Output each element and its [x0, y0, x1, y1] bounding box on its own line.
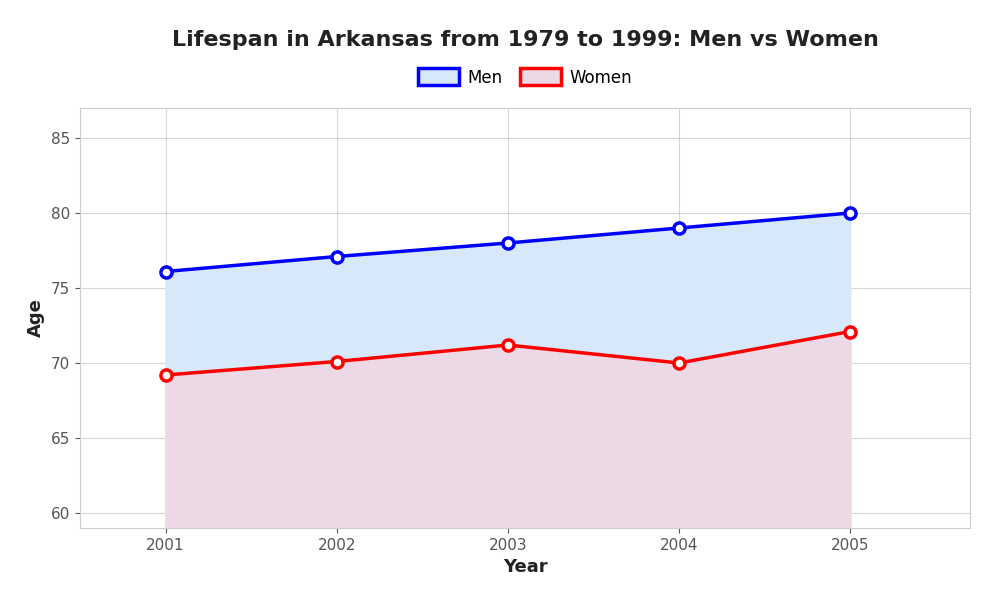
Title: Lifespan in Arkansas from 1979 to 1999: Men vs Women: Lifespan in Arkansas from 1979 to 1999: … [172, 29, 878, 49]
Y-axis label: Age: Age [27, 299, 45, 337]
Legend: Men, Women: Men, Women [411, 62, 639, 93]
X-axis label: Year: Year [503, 558, 547, 576]
